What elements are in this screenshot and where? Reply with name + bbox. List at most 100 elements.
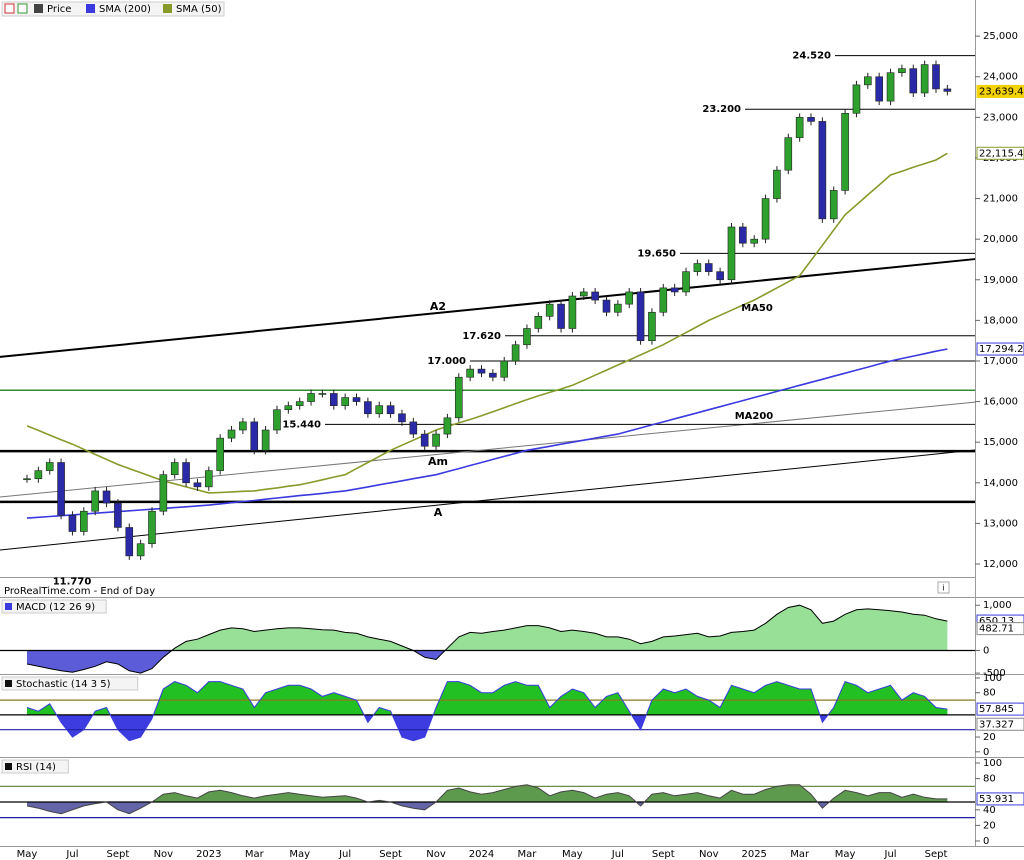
y-tick-label: 17,000 bbox=[983, 356, 1018, 367]
y-tick-label: 16,000 bbox=[983, 397, 1018, 408]
candle bbox=[920, 64, 929, 94]
value-box bbox=[976, 702, 1024, 716]
candle bbox=[341, 397, 349, 406]
candle bbox=[273, 409, 281, 431]
x-tick-label: 2025 bbox=[741, 849, 766, 860]
candle bbox=[818, 121, 827, 220]
info-button[interactable] bbox=[937, 581, 950, 594]
candle bbox=[284, 405, 293, 411]
area-up bbox=[27, 681, 948, 715]
y-tick-label: 12,000 bbox=[983, 559, 1018, 570]
level-label: 17.000 bbox=[427, 356, 466, 367]
candle bbox=[80, 510, 88, 532]
candle bbox=[170, 462, 179, 475]
candle bbox=[489, 372, 497, 378]
y-tick-label: -500 bbox=[983, 668, 1006, 679]
candle bbox=[295, 401, 304, 406]
area-down bbox=[27, 714, 948, 741]
value-box bbox=[976, 342, 1024, 356]
candle bbox=[114, 502, 122, 528]
y-tick-label: 100 bbox=[983, 673, 1002, 684]
low-label: 11.770 bbox=[53, 576, 92, 587]
x-tick-label: May bbox=[17, 849, 38, 860]
panel-title: RSI (14) bbox=[16, 762, 56, 773]
candle bbox=[386, 405, 395, 415]
x-tick-label: Jul bbox=[338, 849, 351, 860]
candle bbox=[193, 482, 202, 488]
x-tick-label: Sept bbox=[107, 849, 130, 860]
legend-swatch bbox=[34, 4, 43, 13]
level-label: 17.620 bbox=[462, 331, 501, 342]
level-label: 23.200 bbox=[702, 104, 741, 115]
legend-swatch bbox=[86, 4, 95, 13]
x-tick-label: May bbox=[289, 849, 310, 860]
add-button[interactable] bbox=[17, 3, 28, 14]
candle bbox=[864, 76, 872, 86]
value-box-label: 17,294.28 bbox=[979, 344, 1024, 355]
candle bbox=[136, 543, 145, 557]
candle bbox=[909, 68, 918, 94]
candle bbox=[523, 328, 531, 346]
candle bbox=[704, 263, 713, 272]
indicator-line bbox=[26, 680, 948, 742]
panel-swatch bbox=[5, 763, 12, 770]
candle bbox=[500, 360, 509, 378]
candle bbox=[511, 344, 520, 362]
sma-line bbox=[26, 348, 948, 519]
candle bbox=[148, 510, 156, 545]
candle bbox=[227, 429, 236, 439]
indicator-line bbox=[26, 784, 948, 815]
y-tick-label: 20 bbox=[983, 732, 996, 743]
value-box bbox=[976, 622, 1024, 636]
y-tick-label: 19,000 bbox=[983, 275, 1018, 286]
value-box-label: 22,115.42 bbox=[979, 148, 1024, 159]
value-box-label: 57.845 bbox=[979, 704, 1014, 715]
x-tick-label: May bbox=[835, 849, 856, 860]
trend-line bbox=[0, 449, 976, 551]
x-tick-label: Nov bbox=[154, 849, 174, 860]
y-tick-label: 100 bbox=[983, 758, 1002, 769]
candle bbox=[318, 393, 327, 395]
y-tick-label: 15,000 bbox=[983, 437, 1018, 448]
candle bbox=[364, 401, 372, 415]
candle bbox=[91, 490, 99, 512]
candle bbox=[829, 190, 838, 220]
candle bbox=[307, 393, 315, 402]
candle bbox=[682, 271, 690, 293]
candle bbox=[250, 421, 259, 451]
candle bbox=[852, 84, 861, 114]
legend-label: SMA (200) bbox=[99, 4, 151, 15]
support-label: Am bbox=[428, 455, 448, 468]
candle bbox=[648, 311, 656, 341]
panel-title-box bbox=[1, 599, 107, 614]
candle bbox=[23, 478, 31, 481]
candle bbox=[182, 462, 190, 484]
x-tick-label: Mar bbox=[518, 849, 538, 860]
trend-label: A2 bbox=[430, 300, 446, 313]
candle bbox=[125, 527, 134, 557]
candle bbox=[773, 169, 781, 199]
footer: ProRealTime.com - End of Day bbox=[4, 586, 155, 597]
candle bbox=[875, 76, 883, 102]
value-box bbox=[976, 84, 1024, 98]
indicator-line bbox=[26, 604, 948, 674]
candle bbox=[398, 413, 406, 423]
x-tick-label: 2023 bbox=[196, 849, 221, 860]
x-tick-label: Mar bbox=[245, 849, 265, 860]
candle bbox=[591, 291, 599, 301]
candle bbox=[443, 417, 452, 435]
candle bbox=[579, 291, 588, 297]
x-tick-label: 2024 bbox=[469, 849, 494, 860]
candle bbox=[409, 421, 418, 435]
legend-label: SMA (50) bbox=[176, 4, 222, 15]
candle bbox=[329, 393, 338, 406]
candle bbox=[432, 433, 440, 447]
value-box-label: 482.71 bbox=[979, 624, 1014, 635]
candle bbox=[761, 198, 770, 240]
candle bbox=[159, 474, 168, 512]
candle bbox=[239, 421, 247, 431]
x-tick-label: May bbox=[562, 849, 583, 860]
collapse-button[interactable] bbox=[4, 3, 15, 14]
candle bbox=[534, 316, 543, 329]
value-box-label: 650.13 bbox=[979, 616, 1014, 627]
